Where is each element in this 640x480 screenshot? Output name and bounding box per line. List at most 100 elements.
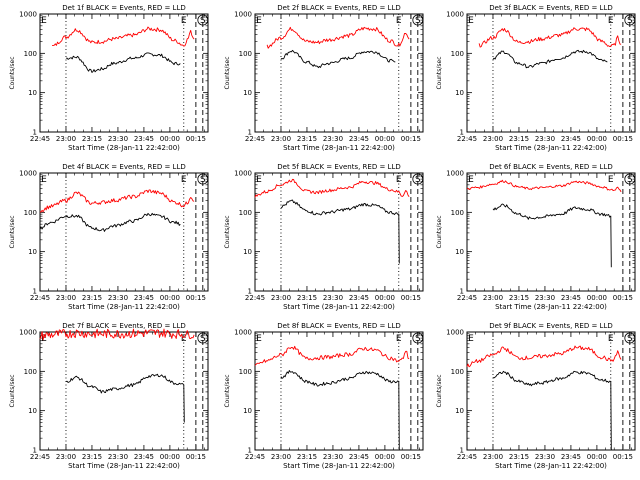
x-tick-label: 23:45 — [134, 294, 154, 302]
y-tick-label: 10 — [455, 407, 464, 415]
event-marker-S: S — [200, 16, 206, 26]
event-marker-E: E — [41, 16, 47, 26]
x-axis-label: Start Time (28-Jan-11 22:42:00) — [495, 303, 607, 311]
panel-title: Det 4f BLACK = Events, RED = LLD — [62, 163, 185, 171]
y-tick-label: 1 — [33, 447, 37, 455]
panel-title: Det 6f BLACK = Events, RED = LLD — [489, 163, 612, 171]
x-tick-label: 00:00 — [160, 453, 180, 461]
event-marker-S: S — [200, 334, 206, 344]
event-marker-E: E — [468, 175, 474, 185]
x-tick-label: 23:15 — [297, 294, 317, 302]
x-tick-label: 23:30 — [535, 453, 555, 461]
panel-det-3f: Det 3f BLACK = Events, RED = LLD 1 10 100 10… — [436, 4, 636, 152]
marker-circle — [624, 14, 636, 26]
events-series-line — [65, 373, 185, 423]
event-marker-E: E — [181, 334, 187, 344]
x-tick-label: 23:15 — [509, 294, 529, 302]
x-axis-label: Start Time (28-Jan-11 22:42:00) — [68, 144, 180, 152]
event-marker-S: S — [415, 16, 421, 26]
x-tick-label: 23:00 — [271, 294, 291, 302]
y-tick-label: 10 — [28, 407, 37, 415]
x-tick-label: 23:45 — [561, 135, 581, 143]
plot-frame — [254, 331, 424, 451]
x-tick-label: 22:45 — [245, 453, 265, 461]
y-tick-label: 10 — [455, 89, 464, 97]
x-tick-label: 23:45 — [349, 294, 369, 302]
plot-frame — [254, 13, 424, 133]
x-tick-label: 23:30 — [108, 135, 128, 143]
y-axis-label: Counts/sec — [224, 215, 231, 248]
x-axis-label: Start Time (28-Jan-11 22:42:00) — [495, 144, 607, 152]
x-tick-label: 00:00 — [160, 135, 180, 143]
y-tick-label: 100 — [239, 50, 252, 58]
y-tick-label: 10 — [455, 248, 464, 256]
x-tick-label: 00:00 — [160, 294, 180, 302]
event-marker-S: S — [627, 175, 633, 185]
y-tick-label: 1 — [33, 129, 37, 137]
x-tick-label: 00:15 — [401, 453, 421, 461]
event-marker-S: S — [415, 175, 421, 185]
x-tick-label: 23:15 — [82, 135, 102, 143]
panel-title: Det 1f BLACK = Events, RED = LLD — [62, 4, 185, 12]
x-tick-label: 23:45 — [134, 453, 154, 461]
events-series-line — [492, 203, 612, 268]
x-tick-label: 00:00 — [375, 294, 395, 302]
y-tick-label: 1000 — [234, 11, 252, 19]
lld-series-line — [254, 178, 410, 198]
x-tick-label: 23:00 — [56, 294, 76, 302]
x-tick-label: 22:45 — [457, 294, 477, 302]
marker-circle — [624, 173, 636, 185]
x-tick-label: 23:15 — [509, 135, 529, 143]
events-series-line — [280, 49, 396, 69]
event-marker-E: E — [41, 175, 47, 185]
event-marker-E: E — [256, 175, 262, 185]
events-series-line — [280, 199, 400, 264]
marker-circle — [197, 14, 209, 26]
event-marker-E: E — [181, 175, 187, 185]
events-series-line — [39, 212, 181, 232]
event-marker-S: S — [627, 334, 633, 344]
event-marker-S: S — [415, 334, 421, 344]
event-marker-S: S — [627, 16, 633, 26]
y-tick-label: 10 — [243, 407, 252, 415]
x-tick-label: 23:45 — [561, 294, 581, 302]
x-tick-label: 23:30 — [323, 294, 343, 302]
y-axis-label: Counts/sec — [9, 374, 16, 407]
event-marker-E: E — [396, 175, 402, 185]
x-tick-label: 23:15 — [297, 135, 317, 143]
y-axis-label: Counts/sec — [9, 215, 16, 248]
x-tick-label: 23:30 — [108, 294, 128, 302]
x-tick-label: 00:15 — [186, 294, 206, 302]
x-tick-label: 00:00 — [587, 135, 607, 143]
y-tick-label: 1 — [460, 447, 464, 455]
panel-det-1f: Det 1f BLACK = Events, RED = LLD 1 10 100 10… — [9, 4, 209, 152]
lld-series-line — [466, 179, 622, 193]
x-tick-label: 23:00 — [271, 135, 291, 143]
y-tick-label: 1000 — [446, 170, 464, 178]
event-marker-E: E — [608, 334, 614, 344]
x-tick-label: 00:00 — [587, 294, 607, 302]
plot-frame — [39, 172, 209, 292]
event-marker-E: E — [396, 334, 402, 344]
x-tick-label: 00:15 — [186, 135, 206, 143]
x-tick-label: 00:15 — [613, 135, 633, 143]
y-tick-label: 1000 — [446, 329, 464, 337]
x-tick-label: 22:45 — [30, 294, 50, 302]
lld-series-line — [52, 26, 195, 47]
y-axis-label: Counts/sec — [9, 56, 16, 89]
y-tick-label: 1000 — [19, 11, 37, 19]
x-tick-label: 23:30 — [323, 453, 343, 461]
lld-series-line — [266, 26, 410, 49]
x-tick-label: 23:00 — [56, 453, 76, 461]
lld-series-line — [478, 27, 622, 48]
panel-title: Det 2f BLACK = Events, RED = LLD — [277, 4, 400, 12]
events-series-line — [492, 370, 612, 451]
marker-circle — [412, 14, 424, 26]
event-marker-E: E — [608, 16, 614, 26]
y-tick-label: 10 — [28, 89, 37, 97]
x-tick-label: 23:15 — [82, 453, 102, 461]
panel-title: Det 9f BLACK = Events, RED = LLD — [489, 322, 612, 330]
x-tick-label: 23:30 — [108, 453, 128, 461]
marker-circle — [197, 173, 209, 185]
marker-circle — [412, 332, 424, 344]
